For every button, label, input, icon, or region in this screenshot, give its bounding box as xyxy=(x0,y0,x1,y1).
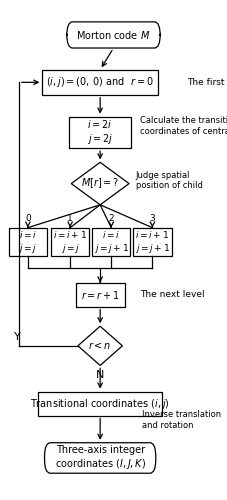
Bar xyxy=(133,228,172,256)
Bar xyxy=(76,282,125,306)
Text: $i=i$
$j=j$: $i=i$ $j=j$ xyxy=(18,229,37,254)
Text: The first level: The first level xyxy=(187,78,227,87)
Text: Transitional coordinates $(i,j)$: Transitional coordinates $(i,j)$ xyxy=(30,396,170,410)
Text: $r<n$: $r<n$ xyxy=(88,340,112,351)
Bar xyxy=(69,116,131,148)
Text: 3: 3 xyxy=(150,214,155,224)
Text: Inverse translation
and rotation: Inverse translation and rotation xyxy=(142,410,222,430)
Text: Calculate the transitional
coordinates of central child: Calculate the transitional coordinates o… xyxy=(140,116,227,136)
Text: Judge spatial
position of child: Judge spatial position of child xyxy=(136,170,203,190)
Text: $i=i+1$
$j=j+1$: $i=i+1$ $j=j+1$ xyxy=(135,229,170,254)
Text: $(i,j)=(0,\,0)$ and  $r=0$: $(i,j)=(0,\,0)$ and $r=0$ xyxy=(46,76,154,90)
Text: Morton code $M$: Morton code $M$ xyxy=(76,29,151,41)
Bar xyxy=(92,228,130,256)
Text: $M[r]=?$: $M[r]=?$ xyxy=(81,176,119,190)
Text: 0: 0 xyxy=(25,214,31,224)
Text: Y: Y xyxy=(15,332,21,342)
Bar xyxy=(42,70,158,95)
Text: 2: 2 xyxy=(109,214,114,224)
Bar xyxy=(38,392,163,415)
Bar xyxy=(9,228,47,256)
Text: $i=2i$
$j=2j$: $i=2i$ $j=2j$ xyxy=(87,118,114,146)
Bar xyxy=(51,228,89,256)
Text: $r=r+1$: $r=r+1$ xyxy=(81,288,120,300)
Text: $i=i+1$
$j=j$: $i=i+1$ $j=j$ xyxy=(53,229,87,254)
Polygon shape xyxy=(78,326,122,366)
FancyBboxPatch shape xyxy=(44,442,156,473)
Text: The next level: The next level xyxy=(140,290,205,299)
Text: 1: 1 xyxy=(67,214,73,224)
Text: Three-axis integer
coordinates $(I,J,K)$: Three-axis integer coordinates $(I,J,K)$ xyxy=(54,445,146,471)
Polygon shape xyxy=(71,162,129,205)
Text: $i=i$
$j=j+1$: $i=i$ $j=j+1$ xyxy=(94,229,129,254)
Text: N: N xyxy=(96,370,104,380)
FancyBboxPatch shape xyxy=(67,22,160,48)
